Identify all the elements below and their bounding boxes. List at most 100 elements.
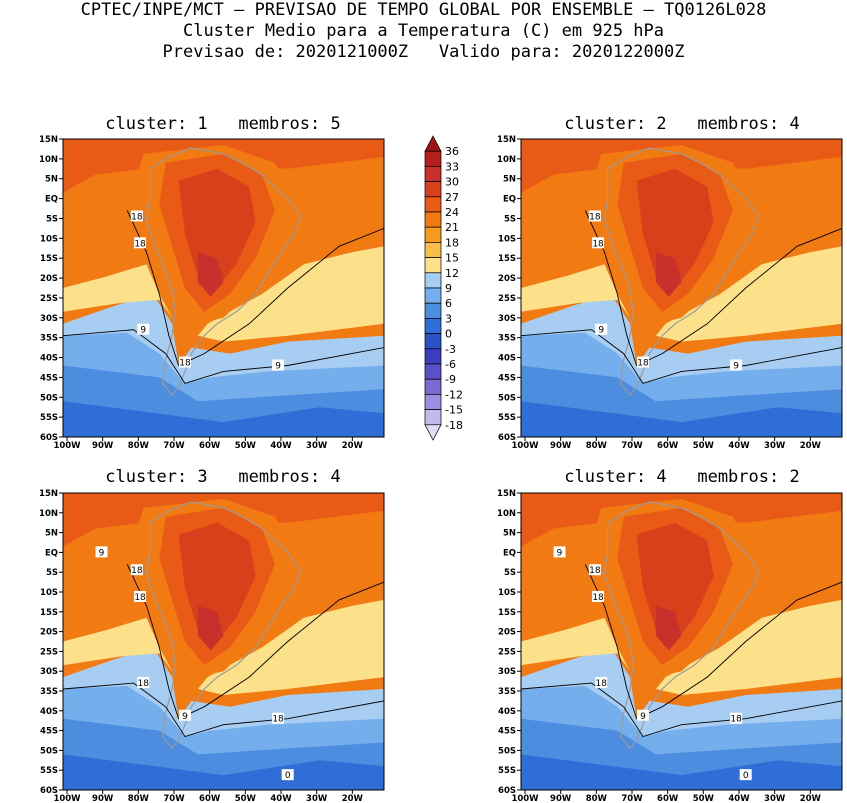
lon-tick-label: 30W [764, 441, 786, 451]
contour-label: 18 [131, 566, 143, 576]
header-subtitle: Cluster Medio para a Temperatura (C) em … [182, 21, 665, 41]
lon-tick-label: 20W [342, 794, 364, 803]
contour-line [520, 682, 843, 738]
temp-band [655, 246, 842, 342]
colorbar-label: 21 [445, 221, 459, 234]
map-frame [62, 492, 385, 791]
contour-label-bg [137, 677, 150, 689]
coastline [145, 147, 302, 397]
colorbar-segment [424, 211, 442, 228]
lat-tick-label: 15S [40, 254, 58, 264]
colorbar-label: -15 [445, 404, 463, 417]
lat-tick-label: 10N [39, 509, 58, 519]
contour-label: 9 [99, 548, 105, 558]
contour-label-bg [178, 356, 191, 368]
coastline [603, 147, 760, 397]
lat-tick-label: 5S [504, 568, 516, 578]
lon-tick-label: 100W [53, 794, 81, 803]
lat-tick-label: 55S [40, 413, 58, 423]
temp-band [655, 599, 842, 695]
lat-tick-label: 10N [39, 155, 58, 165]
contour-label-bg [739, 769, 752, 781]
contour-label-bg [553, 546, 566, 558]
lon-tick-label: 80W [128, 441, 150, 451]
contour-label-bg [595, 323, 608, 335]
contour-line [126, 210, 385, 367]
lat-tick-label: 35S [498, 687, 516, 697]
colorbar-segment [424, 150, 442, 167]
panel-title-2: cluster: 2 membros: 4 [564, 114, 800, 134]
lon-tick-label: 70W [163, 794, 185, 803]
colorbar-label: -3 [445, 343, 456, 356]
lat-tick-label: 25S [40, 294, 58, 304]
lat-tick-label: 10N [497, 155, 516, 165]
temp-band [521, 754, 842, 790]
map-panel-3: 18 18 18 9 18 9 0 15N 10N 5N EQ 5S 10S 15S 20S 25S 30S 35… [39, 489, 385, 803]
contour-line [584, 210, 843, 367]
lat-tick-label: 35S [40, 334, 58, 344]
colorbar-segment [424, 166, 442, 182]
contour-line [62, 682, 385, 738]
lat-tick-label: 45S [498, 373, 516, 383]
temp-band [63, 264, 173, 318]
lat-tick-label: 5N [503, 529, 516, 539]
lat-tick-label: 60S [498, 786, 516, 796]
lon-tick-label: 20W [800, 794, 822, 803]
lat-tick-label: 55S [498, 766, 516, 776]
colorbar-label: 9 [445, 282, 452, 295]
lat-tick-label: 10N [497, 509, 516, 519]
lat-tick-label: 35S [498, 334, 516, 344]
temp-band [197, 246, 384, 342]
contour-label-bg [595, 677, 608, 689]
lon-tick-label: 80W [128, 794, 150, 803]
lat-tick-label: 5N [45, 175, 58, 185]
contour-line [584, 564, 843, 720]
colorbar-label: -6 [445, 358, 456, 371]
contour-line [62, 329, 385, 384]
contour-label-bg [730, 359, 743, 371]
contour-label-bg [272, 359, 285, 371]
lat-tick-label: 15N [39, 135, 58, 145]
panel-title-3: cluster: 3 membros: 4 [105, 467, 341, 487]
contour-label: 9 [598, 326, 604, 336]
lon-tick-label: 80W [586, 794, 608, 803]
coastline [145, 501, 302, 750]
colorbar-segment [424, 272, 442, 289]
lon-tick-label: 30W [306, 794, 328, 803]
temp-band [197, 252, 224, 297]
colorbar-label: 3 [445, 312, 452, 325]
lon-tick-label: 70W [621, 794, 643, 803]
colorbar-segment [424, 287, 442, 304]
temp-band [521, 401, 842, 437]
lon-tick-label: 60W [657, 441, 679, 451]
contour-label: 18 [589, 566, 601, 576]
lon-tick-label: 40W [270, 794, 292, 803]
lon-tick-label: 60W [657, 794, 679, 803]
lat-tick-label: 45S [40, 727, 58, 737]
lon-tick-label: 100W [53, 441, 81, 451]
colorbar-label: -9 [445, 373, 456, 386]
temp-band [197, 599, 384, 695]
lat-tick-label: 5S [504, 214, 516, 224]
contour-label: 18 [179, 359, 191, 369]
contour-label-bg [588, 210, 601, 222]
map-frame [62, 138, 385, 438]
contour-label-bg [588, 564, 601, 576]
contour-label: 18 [589, 212, 601, 222]
header-dates: Previsao de: 2020121000Z Valido para: 20… [162, 42, 685, 62]
colorbar-segment [424, 196, 442, 213]
lat-tick-label: 50S [40, 746, 58, 756]
colorbar-label: -12 [445, 388, 463, 401]
colorbar-label: 36 [445, 145, 459, 158]
contour-label: 18 [592, 239, 604, 249]
contour-label-bg [178, 709, 191, 721]
contour-label-bg [636, 709, 649, 721]
colorbar-label: 24 [445, 206, 459, 219]
lat-tick-label: 35S [40, 687, 58, 697]
lat-tick-label: 15S [498, 608, 516, 618]
lon-tick-label: 20W [800, 441, 822, 451]
lon-tick-label: 50W [235, 441, 257, 451]
lon-tick-label: 30W [764, 794, 786, 803]
colorbar-label: -18 [445, 419, 463, 432]
temp-band [63, 754, 384, 790]
